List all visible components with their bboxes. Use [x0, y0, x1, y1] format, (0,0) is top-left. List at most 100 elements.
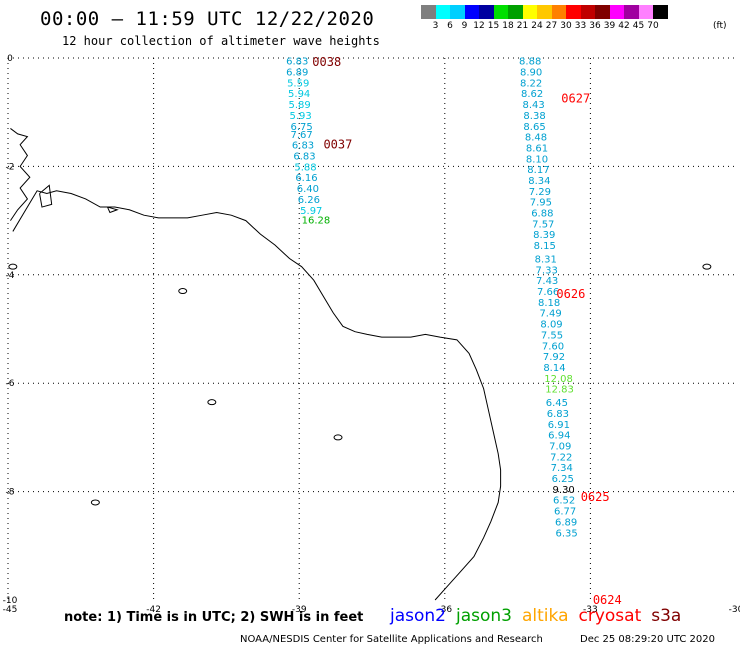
swh-value: 7.29 — [529, 187, 551, 198]
swh-value: 8.65 — [523, 122, 545, 133]
island — [178, 288, 188, 295]
swh-value: 8.18 — [538, 298, 560, 309]
gridlines — [7, 57, 736, 600]
legend-swatch — [493, 5, 508, 19]
swh-value: 6.89 — [555, 517, 577, 528]
legend-label: 15 — [487, 21, 500, 31]
swh-value: 6.77 — [554, 507, 576, 518]
left-track: 6.836.895.595.945.895.936.757.676.836.83… — [286, 55, 352, 227]
swh-value: 7.34 — [551, 463, 573, 474]
legend-swatch — [595, 5, 610, 19]
island — [8, 263, 18, 270]
swh-value: 7.55 — [541, 330, 563, 341]
legend-label: 42 — [618, 21, 630, 31]
legend-label: 3 — [432, 21, 439, 31]
island — [207, 399, 217, 406]
legend-swatch — [624, 5, 639, 19]
pass-time-label: 0627 — [561, 92, 590, 106]
legend-label: 9 — [461, 21, 468, 31]
y-tick-label: -4 — [6, 271, 15, 281]
swh-value: 6.16 — [295, 173, 317, 184]
swh-value: 6.94 — [548, 431, 570, 442]
units-note: note: 1) Time is in UTC; 2) SWH is in fe… — [64, 610, 364, 625]
swh-value: 8.31 — [535, 255, 557, 266]
swh-value: 7.33 — [536, 265, 558, 276]
legend-label: 45 — [632, 21, 645, 31]
legend-label: 30 — [560, 21, 572, 31]
legend-swatch — [421, 5, 436, 19]
island — [90, 499, 100, 506]
swh-value: 7.57 — [532, 219, 554, 230]
swh-value: 8.39 — [533, 230, 555, 241]
swh-value: 6.45 — [546, 398, 568, 409]
swh-value: 6.52 — [553, 496, 575, 507]
swh-value: 8.09 — [540, 320, 562, 331]
legend-label: 39 — [603, 21, 616, 31]
swh-value: 8.61 — [526, 143, 548, 154]
y-tick-label: -6 — [6, 379, 15, 389]
legend-swatch — [450, 5, 465, 19]
footer-timestamp: Dec 25 08:29:20 UTC 2020 — [580, 634, 715, 645]
legend-swatch — [653, 5, 668, 19]
legend-label: 33 — [574, 21, 587, 31]
legend-swatch — [566, 5, 581, 19]
swh-value: 5.97 — [300, 206, 322, 217]
swh-value: 8.15 — [534, 241, 556, 252]
swh-value: 7.22 — [550, 452, 572, 463]
axis-ticks: -45 -42 -39 -36 -33 -30 0 -2 -4 -6 -8 -10 — [3, 54, 740, 615]
y-tick-label: 0 — [7, 54, 13, 64]
x-tick-label: -42 — [146, 605, 161, 615]
legend-swatch — [580, 5, 595, 19]
legend-label: 27 — [545, 21, 558, 31]
legend-label: 36 — [589, 21, 601, 31]
island — [333, 434, 343, 441]
brazil-coastline — [12, 190, 502, 601]
footer-credit: NOAA/NESDIS Center for Satellite Applica… — [240, 634, 543, 645]
swh-value: 7.92 — [543, 352, 565, 363]
coastline — [8, 128, 712, 601]
swh-value: 6.83 — [286, 57, 308, 68]
pass-time-label: 0624 — [593, 593, 622, 607]
swh-value: 7.95 — [530, 198, 552, 209]
swh-value: 6.40 — [297, 184, 319, 195]
swh-value: 6.83 — [293, 152, 315, 163]
x-tick-label: -39 — [292, 605, 307, 615]
legend-swatch — [609, 5, 624, 19]
y-tick-label: -8 — [6, 488, 15, 498]
swh-value: 8.22 — [520, 78, 542, 89]
coastal-island — [10, 128, 31, 221]
swh-value: 8.43 — [522, 100, 544, 111]
swh-value: 16.28 — [302, 216, 331, 227]
legend-unit: (ft) — [713, 21, 727, 31]
swh-value: 6.75 — [290, 122, 312, 133]
swh-value: 7.66 — [537, 287, 559, 298]
y-tick-label: -10 — [3, 596, 18, 606]
x-tick-label: -30 — [729, 605, 740, 615]
swh-value: 6.25 — [552, 474, 574, 485]
swh-value: 6.35 — [555, 528, 577, 539]
swh-value: 8.34 — [528, 176, 550, 187]
swh-value: 8.88 — [519, 57, 541, 68]
swh-value: 8.17 — [527, 165, 549, 176]
swh-value: 6.83 — [292, 141, 314, 152]
swh-value: 8.48 — [525, 133, 547, 144]
pass-time-label: 0037 — [323, 138, 352, 152]
satellite-jason2: jason2 — [390, 606, 446, 626]
swh-value: 7.67 — [290, 130, 312, 141]
swh-value: 6.89 — [286, 68, 308, 79]
swh-value: 6.83 — [547, 409, 569, 420]
swh-value: 8.38 — [523, 111, 545, 122]
swh-value: 8.14 — [543, 363, 565, 374]
legend-swatch — [551, 5, 566, 19]
legend-swatch — [537, 5, 552, 19]
swh-value: 6.26 — [298, 195, 320, 206]
swh-value: 12.08 — [544, 374, 573, 385]
legend-label: 18 — [502, 21, 514, 31]
swh-value: 12.83 — [545, 385, 574, 396]
swh-value: 7.60 — [542, 341, 564, 352]
swh-value: 8.62 — [521, 89, 543, 100]
swh-value: 5.94 — [288, 89, 310, 100]
satellite-s3a: s3a — [651, 606, 682, 626]
coastal-island — [39, 184, 53, 208]
